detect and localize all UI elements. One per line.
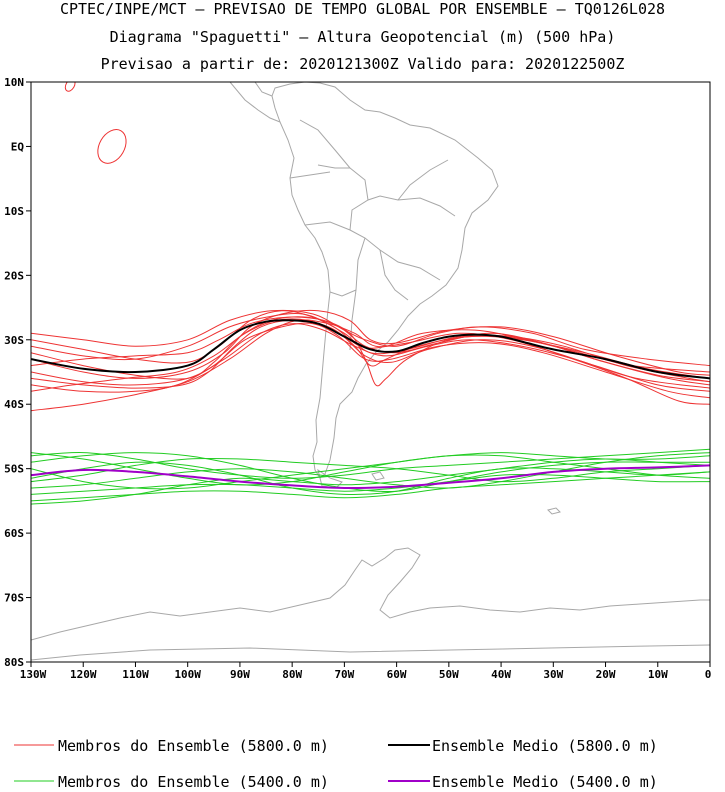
lon-label: 120W bbox=[70, 668, 97, 681]
member-contour-5400 bbox=[31, 458, 710, 505]
lat-label: 80S bbox=[4, 656, 24, 669]
lat-label: 10N bbox=[4, 76, 24, 89]
legend-label-mean-5400: Ensemble Medio (5400.0 m) bbox=[432, 773, 658, 791]
member-contour-5800 bbox=[31, 310, 710, 383]
legend: Membros do Ensemble (5800.0 m) Ensemble … bbox=[14, 737, 658, 791]
antarctica-coastline bbox=[31, 547, 710, 661]
country-borders bbox=[289, 119, 456, 351]
map-frame bbox=[30, 81, 711, 663]
member-contour-5800 bbox=[31, 316, 710, 387]
lon-label: 30W bbox=[543, 668, 563, 681]
member-contour-5800 bbox=[31, 309, 710, 379]
member-contour-5400 bbox=[31, 461, 710, 496]
south-america-coastline bbox=[271, 82, 499, 479]
title-line-3: Previsao a partir de: 2020121300Z Valido… bbox=[100, 55, 625, 73]
lon-label: 70W bbox=[334, 668, 354, 681]
title-line-2: Diagrama "Spaguetti" — Altura Geopotenci… bbox=[109, 28, 616, 46]
lon-label: 40W bbox=[491, 668, 511, 681]
south-georgia bbox=[547, 507, 561, 515]
lon-label: 20W bbox=[596, 668, 616, 681]
lat-label: 70S bbox=[4, 592, 24, 605]
axis-ticks bbox=[26, 81, 711, 667]
legend-label-mean-5800: Ensemble Medio (5800.0 m) bbox=[432, 737, 658, 755]
lon-label: 0 bbox=[705, 668, 712, 681]
falkland-islands bbox=[371, 471, 385, 481]
lat-label: 50S bbox=[4, 463, 24, 476]
mean-contour-5400 bbox=[31, 464, 710, 490]
lon-label: 60W bbox=[387, 668, 407, 681]
lat-label: EQ bbox=[11, 140, 25, 153]
member-contour-5400 bbox=[31, 448, 710, 479]
lon-label: 130W bbox=[20, 668, 47, 681]
coastline-layer bbox=[31, 82, 710, 661]
lon-label: 50W bbox=[439, 668, 459, 681]
central-america-coastline bbox=[229, 82, 281, 123]
member-contour-5400 bbox=[31, 452, 710, 489]
member-contour-5800 bbox=[31, 316, 710, 383]
lon-label: 90W bbox=[230, 668, 250, 681]
legend-label-members-5400: Membros do Ensemble (5400.0 m) bbox=[58, 773, 329, 791]
member-contour-5800 bbox=[31, 309, 710, 367]
title-line-1: CPTEC/INPE/MCT — PREVISAO DE TEMPO GLOBA… bbox=[59, 0, 666, 18]
lat-label: 30S bbox=[4, 334, 24, 347]
member-contour-5400 bbox=[31, 452, 710, 492]
contour-layer bbox=[31, 82, 710, 505]
lon-label: 100W bbox=[174, 668, 201, 681]
lat-label: 10S bbox=[4, 205, 24, 218]
lat-label: 60S bbox=[4, 527, 24, 540]
member-contour-5400 bbox=[31, 471, 710, 502]
member-contour-5800 bbox=[31, 318, 710, 392]
lon-label: 10W bbox=[648, 668, 668, 681]
member-contour-5800-closed bbox=[64, 82, 76, 92]
member-contour-5400 bbox=[31, 473, 710, 495]
legend-label-members-5800: Membros do Ensemble (5800.0 m) bbox=[58, 737, 329, 755]
lon-label: 110W bbox=[122, 668, 149, 681]
member-contour-5800-closed bbox=[97, 129, 127, 164]
lat-label: 40S bbox=[4, 398, 24, 411]
mean-contour-5800 bbox=[31, 319, 710, 380]
lon-label: 80W bbox=[282, 668, 302, 681]
lat-label: 20S bbox=[4, 269, 24, 282]
